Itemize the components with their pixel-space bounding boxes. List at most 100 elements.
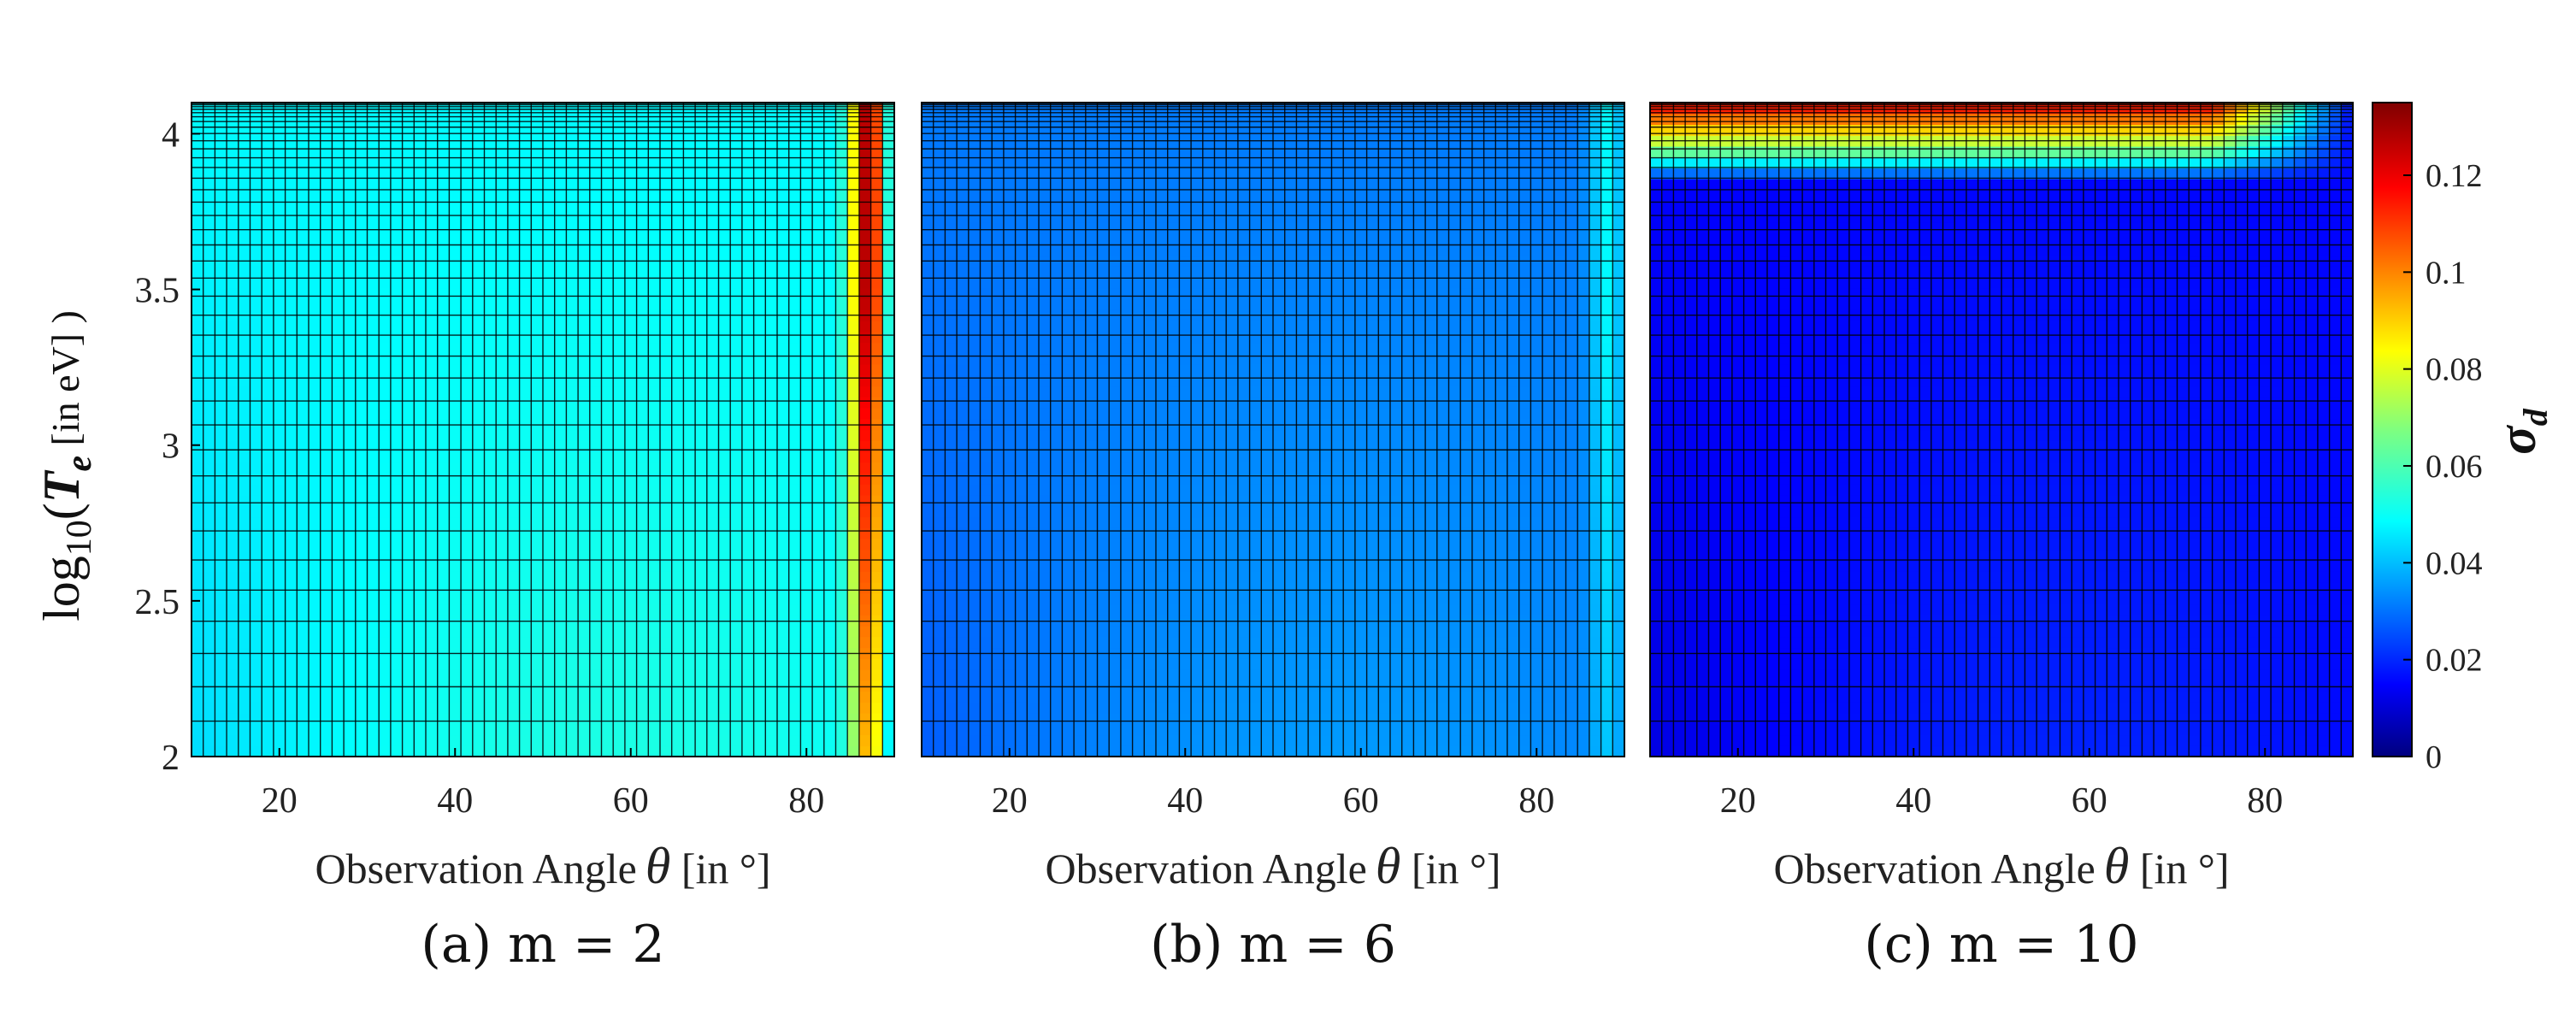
- heatmap-cell: [601, 440, 614, 452]
- heatmap-cell: [250, 364, 262, 376]
- heatmap-cell: [262, 277, 274, 289]
- heatmap-cell: [812, 364, 825, 376]
- heatmap-cell: [297, 626, 309, 638]
- heatmap-cell: [496, 473, 509, 485]
- heatmap-cell: [309, 211, 321, 223]
- heatmap-cell: [968, 745, 981, 757]
- heatmap-cell: [741, 539, 755, 551]
- heatmap-cell: [835, 484, 848, 496]
- heatmap-cell: [449, 222, 462, 234]
- heatmap-cell: [800, 342, 813, 354]
- heatmap-cell: [390, 669, 404, 681]
- heatmap-cell: [543, 560, 556, 572]
- heatmap-cell: [613, 353, 626, 365]
- heatmap-cell: [1144, 527, 1157, 539]
- heatmap-cell: [788, 353, 801, 365]
- heatmap-cell: [285, 592, 298, 605]
- heatmap-cell: [414, 473, 427, 485]
- heatmap-cell: [671, 298, 684, 310]
- heatmap-cell: [957, 560, 970, 572]
- heatmap-cell: [753, 386, 766, 398]
- heatmap-cell: [957, 146, 970, 158]
- heatmap-cell: [250, 495, 262, 507]
- heatmap-cell: [1050, 592, 1063, 605]
- heatmap-cell: [1120, 582, 1134, 594]
- heatmap-cell: [671, 168, 684, 180]
- heatmap-cell: [945, 386, 958, 398]
- heatmap-cell: [449, 408, 462, 420]
- heatmap-cell: [589, 571, 603, 583]
- heatmap-cell: [992, 211, 1005, 223]
- heatmap-cell: [566, 233, 579, 245]
- heatmap-cell: [1074, 592, 1087, 605]
- heatmap-cell: [543, 386, 556, 398]
- heatmap-cell: [882, 233, 895, 245]
- heatmap-cell: [1062, 702, 1075, 714]
- heatmap-cell: [578, 222, 591, 234]
- heatmap-cell: [823, 429, 837, 441]
- heatmap-cell: [788, 702, 801, 714]
- heatmap-cell: [1085, 244, 1099, 256]
- heatmap-cell: [1050, 397, 1063, 409]
- heatmap-cell: [426, 505, 439, 518]
- heatmap-cell: [1144, 331, 1157, 344]
- heatmap-cell: [449, 462, 462, 474]
- heatmap-cell: [660, 179, 673, 191]
- heatmap-cell: [660, 321, 673, 333]
- heatmap-cell: [309, 636, 321, 649]
- heatmap-cell: [578, 539, 591, 551]
- heatmap-cell: [800, 451, 813, 463]
- heatmap-cell: [227, 723, 239, 736]
- heatmap-cell: [765, 287, 778, 300]
- heatmap-cell: [1097, 353, 1110, 365]
- heatmap-cell: [437, 527, 450, 539]
- heatmap-cell: [309, 374, 321, 387]
- heatmap-cell: [835, 451, 848, 463]
- heatmap-cell: [945, 146, 958, 158]
- heatmap-cell: [1120, 342, 1134, 354]
- heatmap-cell: [519, 539, 532, 551]
- heatmap-cell: [800, 615, 813, 627]
- heatmap-cell: [297, 658, 309, 670]
- heatmap-cell: [870, 713, 883, 725]
- heatmap-cell: [1039, 222, 1052, 234]
- heatmap-cell: [554, 723, 567, 736]
- heatmap-cell: [554, 156, 567, 169]
- heatmap-cell: [706, 287, 720, 300]
- heatmap-cell: [1132, 495, 1145, 507]
- heatmap-cell: [945, 462, 958, 474]
- heatmap-cell: [390, 386, 404, 398]
- heatmap-cell: [519, 527, 532, 539]
- heatmap-cell: [461, 244, 474, 256]
- heatmap-cell: [636, 331, 649, 344]
- heatmap-cell: [192, 440, 204, 452]
- heatmap-cell: [1027, 473, 1040, 485]
- heatmap-cell: [601, 156, 614, 169]
- heatmap-cell: [718, 582, 731, 594]
- heatmap-cell: [238, 582, 251, 594]
- heatmap-cell: [882, 211, 895, 223]
- heatmap-cell: [1097, 626, 1110, 638]
- heatmap-cell: [426, 331, 439, 344]
- heatmap-cell: [554, 342, 567, 354]
- heatmap-cell: [285, 495, 298, 507]
- heatmap-cell: [1156, 156, 1169, 169]
- heatmap-cell: [1167, 734, 1180, 746]
- heatmap-cell: [297, 190, 309, 202]
- heatmap-cell: [1097, 734, 1110, 746]
- heatmap-cell: [648, 156, 661, 169]
- heatmap-cell: [543, 277, 556, 289]
- heatmap-cell: [402, 691, 415, 703]
- heatmap-cell: [554, 211, 567, 223]
- heatmap-cell: [297, 680, 309, 692]
- heatmap-cell: [858, 179, 872, 191]
- heatmap-cell: [671, 113, 684, 126]
- heatmap-cell: [192, 179, 204, 191]
- heatmap-cell: [858, 582, 872, 594]
- heatmap-cell: [730, 734, 743, 746]
- heatmap-cell: [285, 462, 298, 474]
- heatmap-cell: [414, 516, 427, 528]
- heatmap-cell: [250, 680, 262, 692]
- heatmap-cell: [344, 615, 357, 627]
- heatmap-cell: [402, 266, 415, 278]
